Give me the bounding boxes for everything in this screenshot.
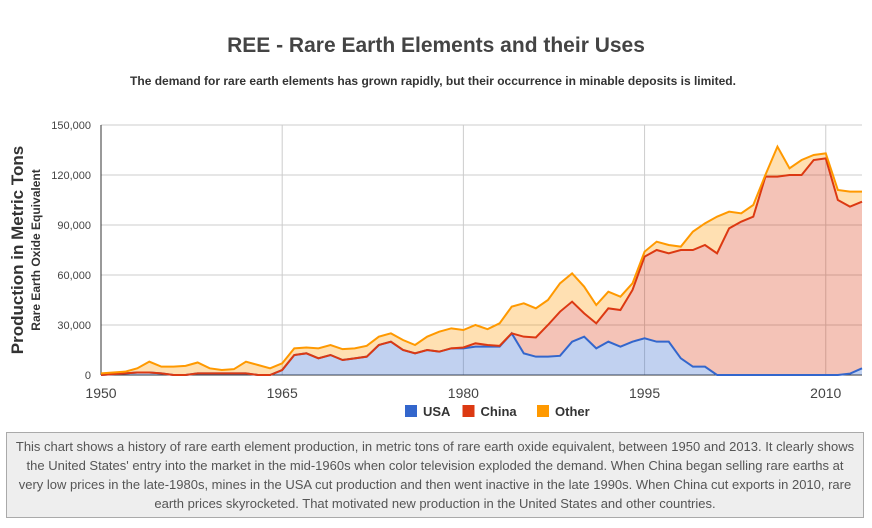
y-axis-title: Production in Metric Tons	[8, 146, 27, 354]
legend-label-china: China	[481, 404, 518, 419]
tick-labels: 0 30,000 60,000 90,000 120,000 150,000 1950 196…	[51, 120, 841, 401]
y-tick-label: 60,000	[57, 270, 91, 282]
x-tick-label: 1995	[629, 385, 660, 401]
line-other	[100, 144, 862, 375]
chart-caption: This chart shows a history of rare earth…	[6, 432, 864, 518]
y-axis-subtitle: Rare Earth Oxide Equivalent	[29, 169, 43, 330]
chart-subtitle: The demand for rare earth elements has g…	[130, 74, 736, 88]
x-tick-label: 2010	[810, 385, 841, 401]
legend-swatch-usa	[405, 405, 417, 417]
area-other	[101, 146, 862, 375]
legend-label-usa: USA	[423, 404, 451, 419]
legend-swatch-other	[537, 405, 549, 417]
line-china	[100, 157, 863, 376]
area-usa	[101, 333, 862, 375]
y-tick-label: 30,000	[57, 320, 91, 332]
y-tick-label: 90,000	[57, 220, 91, 232]
stacked-area-chart: 0 30,000 60,000 90,000 120,000 150,000 1950 196…	[8, 120, 863, 419]
x-tick-label: 1950	[85, 385, 116, 401]
legend-label-other: Other	[555, 404, 590, 419]
chart-title: REE - Rare Earth Elements and their Uses	[227, 34, 645, 57]
legend: USA China Other	[405, 404, 590, 419]
x-tick-label: 1965	[267, 385, 298, 401]
gridlines	[100, 124, 862, 376]
series-areas	[100, 144, 863, 376]
x-tick-label: 1980	[448, 385, 479, 401]
area-china	[101, 158, 862, 375]
y-tick-label: 120,000	[51, 170, 91, 182]
legend-swatch-china	[462, 405, 475, 417]
y-tick-label: 0	[85, 370, 91, 382]
y-tick-label: 150,000	[51, 120, 91, 132]
